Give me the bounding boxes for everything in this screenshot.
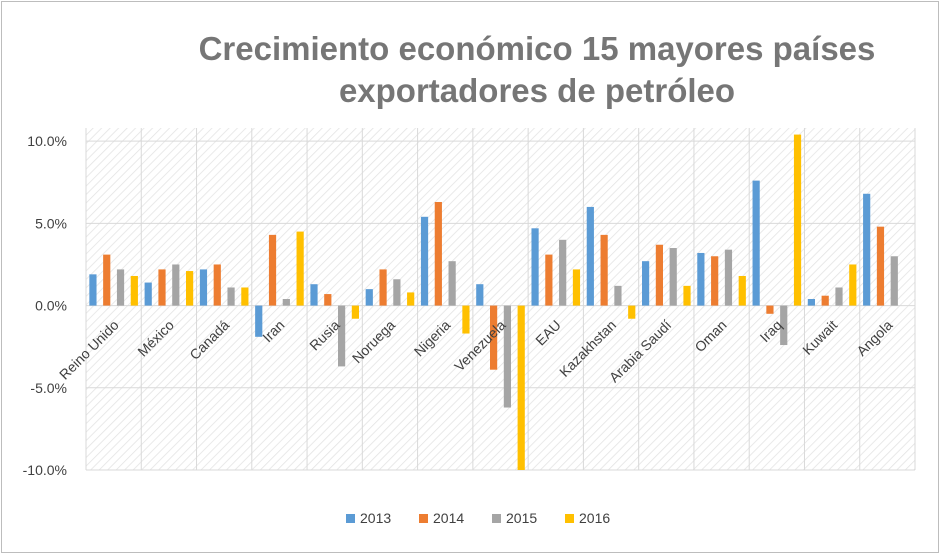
chart-title: Crecimiento económico 15 mayores países … xyxy=(142,28,932,112)
bar-2016-12 xyxy=(793,134,802,306)
bar-2016-13 xyxy=(849,264,857,306)
bar-2016-4 xyxy=(351,305,359,319)
bar-2014-5 xyxy=(379,269,387,306)
y-tick-label: 10.0% xyxy=(27,133,67,149)
bar-2015-13 xyxy=(835,287,843,306)
bar-2014-11 xyxy=(711,256,719,306)
bar-2013-7 xyxy=(476,284,484,306)
bar-2015-3 xyxy=(282,299,290,306)
bar-2016-1 xyxy=(186,271,194,306)
bar-2015-8 xyxy=(559,239,567,306)
bar-2015-6 xyxy=(448,261,456,306)
bar-2013-13 xyxy=(807,299,815,306)
legend-swatch-2014 xyxy=(419,514,428,523)
y-tick-label: 5.0% xyxy=(35,215,67,231)
chart-title-line1: Crecimiento económico 15 mayores países xyxy=(198,30,876,67)
bar-2014-6 xyxy=(434,201,442,306)
bar-2013-3 xyxy=(255,305,263,337)
bar-2016-5 xyxy=(407,292,415,306)
bar-2015-4 xyxy=(338,305,346,367)
bar-2013-12 xyxy=(752,180,760,306)
bar-2013-9 xyxy=(586,206,594,306)
bar-2014-1 xyxy=(158,269,166,306)
chart-title-line2: exportadores de petróleo xyxy=(338,72,736,109)
legend-label-2016: 2016 xyxy=(579,510,610,526)
bar-2013-0 xyxy=(89,274,97,306)
bar-2014-2 xyxy=(213,264,221,306)
bar-2013-8 xyxy=(531,228,539,306)
bar-2015-5 xyxy=(393,279,401,306)
bar-2015-1 xyxy=(172,264,180,306)
legend-swatch-2013 xyxy=(346,514,355,523)
legend-label-2015: 2015 xyxy=(506,510,537,526)
bar-2014-9 xyxy=(600,234,608,306)
bar-2014-10 xyxy=(655,244,663,306)
bar-2016-0 xyxy=(130,275,138,306)
bar-2016-7 xyxy=(517,305,525,470)
bar-2016-10 xyxy=(683,285,691,306)
bar-2014-3 xyxy=(268,234,277,306)
bar-2016-11 xyxy=(738,275,746,306)
plot-area xyxy=(86,128,915,470)
bar-2016-3 xyxy=(296,231,304,306)
bar-2014-7 xyxy=(490,305,498,370)
y-tick-label: -10.0% xyxy=(23,462,67,478)
bar-2014-14 xyxy=(876,226,885,306)
legend-label-2014: 2014 xyxy=(433,510,464,526)
y-tick-label: -5.0% xyxy=(30,380,67,396)
bar-2016-6 xyxy=(462,305,470,334)
bar-2014-4 xyxy=(324,294,332,306)
bar-2014-12 xyxy=(766,305,774,314)
bar-2013-4 xyxy=(310,284,318,306)
legend-label-2013: 2013 xyxy=(360,510,391,526)
bar-2016-2 xyxy=(241,287,249,306)
bar-2013-5 xyxy=(365,289,373,306)
bar-2013-10 xyxy=(642,261,650,306)
bar-2013-2 xyxy=(199,269,208,306)
y-tick-label: 0.0% xyxy=(35,298,67,314)
bar-2015-11 xyxy=(724,249,733,306)
bar-2015-7 xyxy=(503,305,511,408)
bar-2015-0 xyxy=(116,269,125,306)
bar-2015-14 xyxy=(890,256,898,306)
bar-2014-0 xyxy=(103,254,111,306)
bar-2015-2 xyxy=(227,287,235,306)
bar-2013-6 xyxy=(420,216,429,306)
legend-swatch-2015 xyxy=(492,514,501,523)
bar-2015-12 xyxy=(780,305,788,346)
bar-2013-14 xyxy=(863,193,871,306)
bar-2014-8 xyxy=(545,254,553,306)
bar-2013-1 xyxy=(144,282,152,306)
bar-2014-13 xyxy=(821,295,829,306)
bar-2016-8 xyxy=(572,269,581,306)
bar-2015-10 xyxy=(669,248,677,306)
bar-2015-9 xyxy=(614,285,622,306)
bar-2013-11 xyxy=(697,252,705,306)
legend-swatch-2016 xyxy=(565,514,574,523)
bar-2016-9 xyxy=(628,305,636,319)
